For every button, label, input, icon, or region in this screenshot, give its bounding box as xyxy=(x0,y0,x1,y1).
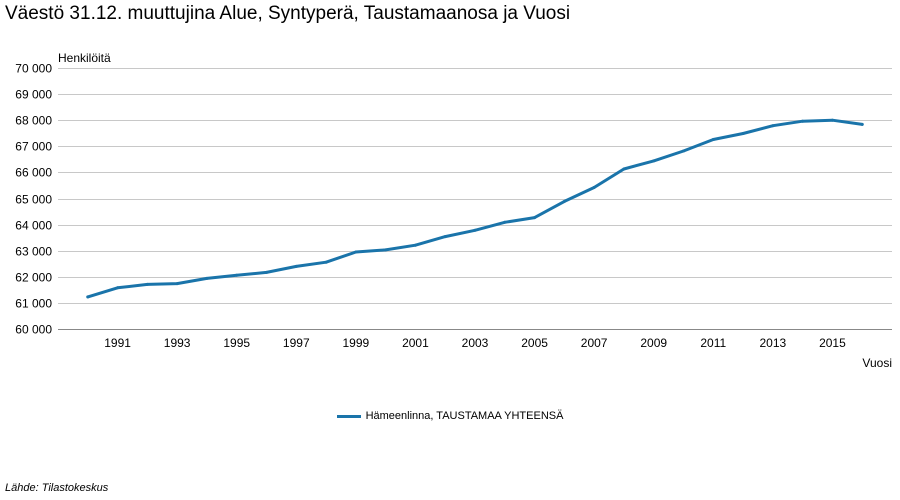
x-tick-label: 2015 xyxy=(819,336,846,350)
y-tick-label: 69 000 xyxy=(15,88,52,102)
x-tick-label: 1991 xyxy=(104,336,131,350)
y-tick-label: 66 000 xyxy=(15,166,52,180)
x-tick-label: 1999 xyxy=(343,336,370,350)
data-point xyxy=(413,243,417,247)
series-layer xyxy=(86,118,864,299)
y-tick-label: 62 000 xyxy=(15,271,52,285)
x-axis-label: Vuosi xyxy=(862,356,892,370)
data-point xyxy=(533,216,537,220)
data-point xyxy=(860,122,864,126)
data-point xyxy=(116,286,120,290)
y-tick-label: 61 000 xyxy=(15,297,52,311)
chart-title: Väestö 31.12. muuttujina Alue, Syntyperä… xyxy=(5,3,571,24)
data-point xyxy=(324,260,328,264)
data-point xyxy=(354,250,358,254)
source-note: Lähde: Tilastokeskus xyxy=(5,482,109,494)
legend-label: Hämeenlinna, TAUSTAMAA YHTEENSÄ xyxy=(365,410,564,423)
data-point xyxy=(711,138,715,141)
legend-swatch xyxy=(336,414,361,418)
x-tick-label: 2009 xyxy=(640,336,667,350)
y-tick-label: 68 000 xyxy=(15,114,52,128)
y-tick-label: 64 000 xyxy=(15,219,52,233)
data-point xyxy=(682,149,685,153)
data-point xyxy=(473,228,477,232)
data-point xyxy=(294,264,298,268)
data-point xyxy=(145,282,149,286)
y-axis-label: Henkilöitä xyxy=(58,51,111,65)
legend: Hämeenlinna, TAUSTAMAA YHTEENSÄ xyxy=(0,410,900,422)
x-tick-label: 2003 xyxy=(462,336,489,350)
x-tick-label: 1993 xyxy=(164,336,191,350)
data-point xyxy=(562,199,566,203)
data-point xyxy=(86,295,90,299)
data-point xyxy=(771,124,775,128)
data-point xyxy=(205,276,209,280)
data-point xyxy=(652,159,656,163)
axes: 60 000 61 000 62 000 63 000 64 000 65 000 66 0… xyxy=(15,62,846,351)
x-tick-label: 2005 xyxy=(521,336,548,350)
y-tick-label: 60 000 xyxy=(15,323,52,337)
y-tick-label: 70 000 xyxy=(15,62,52,76)
data-point xyxy=(741,132,745,135)
data-point xyxy=(175,282,179,286)
x-tick-label: 1995 xyxy=(223,336,250,350)
data-point xyxy=(503,220,507,224)
x-tick-label: 1997 xyxy=(283,336,310,350)
gridlines xyxy=(58,68,892,330)
data-point xyxy=(235,273,239,277)
data-point xyxy=(265,270,268,274)
data-point xyxy=(443,235,447,239)
data-point xyxy=(592,186,596,189)
x-tick-label: 2001 xyxy=(402,336,429,350)
y-tick-label: 63 000 xyxy=(15,245,52,259)
data-point xyxy=(830,118,834,122)
data-point xyxy=(622,167,626,171)
data-point xyxy=(801,119,805,123)
y-tick-label: 67 000 xyxy=(15,140,52,154)
y-tick-label: 65 000 xyxy=(15,193,52,207)
x-tick-label: 2011 xyxy=(700,336,726,350)
x-tick-label: 2013 xyxy=(760,336,787,350)
x-tick-label: 2007 xyxy=(581,336,608,350)
data-point xyxy=(384,248,388,252)
